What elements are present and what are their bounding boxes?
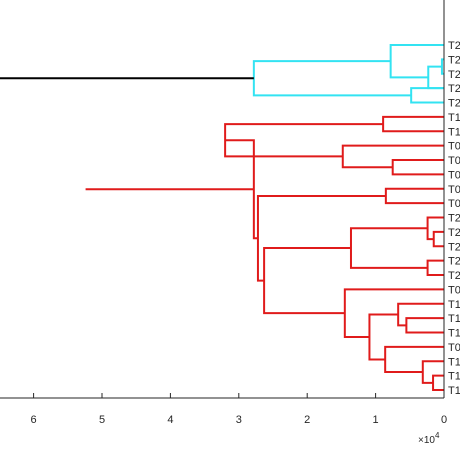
leaf-label: T2	[448, 270, 460, 282]
dendrogram-link	[263, 247, 351, 315]
dendrogram-link	[343, 288, 444, 338]
dendrogram-link	[389, 44, 444, 79]
leaf-label: T0	[448, 141, 460, 153]
dendrogram-link	[382, 115, 444, 133]
dendrogram-links	[0, 44, 444, 391]
leaf-label: T0	[448, 184, 460, 196]
leaf-label: T0	[448, 284, 460, 296]
leaf-label: T2	[448, 241, 460, 253]
leaf-label: T1	[448, 385, 460, 397]
leaf-label: T1	[448, 313, 460, 325]
x-axis-ticks: 0 1 2 3 4 5 6	[31, 393, 447, 426]
leaf-label: T2	[448, 40, 460, 52]
dendrogram-link	[252, 60, 412, 97]
x-tick-label: 1	[373, 414, 379, 426]
leaf-label: T2	[448, 69, 460, 81]
leaf-label: T1	[448, 299, 460, 311]
dendrogram-link	[391, 159, 444, 176]
dendrogram-link	[349, 227, 428, 269]
x-tick-label: 2	[304, 414, 310, 426]
dendrogram-link	[432, 374, 444, 391]
dendrogram-link	[410, 87, 444, 104]
x-tick-label: 0	[441, 414, 447, 426]
leaf-label: T2	[448, 256, 460, 268]
exponent-label: ×104	[418, 431, 440, 446]
dendrogram-link	[368, 313, 399, 361]
dendrogram-link	[384, 187, 444, 205]
leaf-label: T0	[448, 198, 460, 210]
leaf-label: T1	[448, 328, 460, 340]
dendrogram-link	[405, 317, 444, 334]
x-tick-label: 5	[99, 414, 105, 426]
leaf-label: T2	[448, 213, 460, 225]
leaf-label: T0	[448, 169, 460, 181]
leaf-label: T0	[448, 342, 460, 354]
dendrogram-link	[426, 216, 444, 241]
dendrogram-link	[397, 302, 444, 327]
x-tick-label: 4	[167, 414, 173, 426]
leaf-label: T2	[448, 54, 460, 66]
dendrogram-link	[432, 230, 444, 248]
leaf-label: T0	[448, 155, 460, 167]
x-tick-label: 6	[31, 414, 37, 426]
leaf-label: T1	[448, 126, 460, 138]
leaf-label: T2	[448, 98, 460, 110]
leaf-label: T1	[448, 356, 460, 368]
leaf-label: T2	[448, 227, 460, 239]
leaf-label: T1	[448, 112, 460, 124]
x-axis	[0, 0, 445, 399]
leaf-label: T1	[448, 371, 460, 383]
leaf-label: T2	[448, 83, 460, 95]
dendrogram-link	[384, 345, 444, 374]
x-tick-label: 3	[236, 414, 242, 426]
dendrogram-link	[426, 259, 444, 276]
leaf-labels: T2 T2 T2 T2 T2 T1 T1 T0 T0 T0 T0 T0 T2 T2 T2 T2 T2 T0 T1 T1…	[448, 40, 460, 397]
